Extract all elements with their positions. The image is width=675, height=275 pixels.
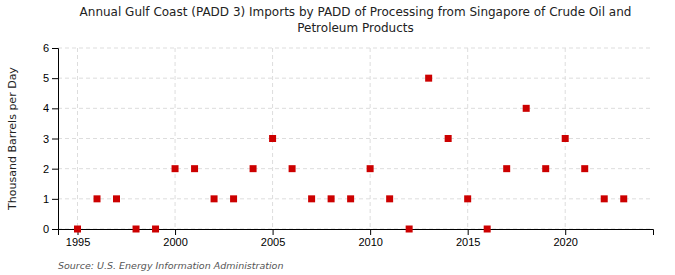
point — [445, 135, 452, 142]
x-axis-tick-label: 2005 — [261, 236, 285, 248]
x-axis: 1995 2000 2005 2010 2015 2020 — [59, 229, 654, 248]
x-axis-tick-mark — [370, 229, 371, 235]
grid-line-y — [58, 168, 653, 169]
y-axis-tick-mark — [52, 108, 58, 109]
y-axis-line — [52, 49, 59, 230]
grid — [58, 48, 653, 229]
point — [620, 195, 627, 202]
point — [211, 195, 218, 202]
x-axis-tick-label: 1995 — [66, 236, 90, 248]
grid-line-y — [58, 78, 653, 79]
y-axis-tick-mark — [52, 48, 58, 49]
point — [230, 195, 237, 202]
grid-line-x — [175, 48, 176, 229]
x-axis-tick-label: 2020 — [553, 236, 577, 248]
point — [113, 195, 120, 202]
x-axis-tick-mark — [175, 229, 176, 235]
grid-line-y — [58, 108, 653, 109]
point — [406, 226, 413, 233]
y-axis-tick: 0 — [43, 223, 58, 235]
point — [328, 195, 335, 202]
y-axis-tick-label: 1 — [43, 193, 49, 205]
y-axis: 0 1 2 3 4 5 6 — [43, 42, 59, 235]
y-axis-tick-label: 2 — [43, 163, 49, 175]
y-axis-tick-label: 6 — [43, 42, 49, 54]
title: Annual Gulf Coast (PADD 3) Imports by PA… — [80, 5, 632, 35]
y-axis-tick: 3 — [43, 133, 58, 145]
point — [542, 165, 549, 172]
point — [269, 135, 276, 142]
grid-line-x — [370, 48, 371, 229]
point — [250, 165, 257, 172]
x-axis-tick-mark — [468, 229, 469, 235]
x-axis-tick-mark — [565, 229, 566, 235]
grid-line-y — [58, 48, 653, 49]
point — [562, 135, 569, 142]
point — [503, 165, 510, 172]
grid-line-y — [58, 198, 653, 199]
y-axis-tick-label: 4 — [43, 102, 49, 114]
point — [425, 75, 432, 82]
y-axis-tick: 2 — [43, 163, 58, 175]
point — [191, 165, 198, 172]
chart: 1995 2000 2005 2010 2015 2020 0 1 2 3 4 5 6 Annual Gu… — [0, 0, 675, 275]
x-axis-tick: 2005 — [261, 229, 285, 248]
y-axis-tick: 4 — [43, 102, 58, 114]
y-axis-tick-label: 5 — [43, 72, 49, 84]
x-axis-tick-label: 2010 — [358, 236, 382, 248]
x-axis-line — [59, 230, 654, 236]
y-axis-tick: 6 — [43, 42, 58, 54]
x-axis-tick-label: 2000 — [163, 236, 187, 248]
point — [367, 165, 374, 172]
y-axis-tick-mark — [52, 229, 58, 230]
x-axis-tick-label: 2015 — [456, 236, 480, 248]
plot-area: 1995 2000 2005 2010 2015 2020 0 1 2 3 4 5 6 — [43, 42, 654, 248]
point — [484, 226, 491, 233]
point — [347, 195, 354, 202]
y-axis-tick-mark — [52, 78, 58, 79]
point — [133, 226, 140, 233]
point — [386, 195, 393, 202]
y-axis-tick: 1 — [43, 193, 58, 205]
point — [152, 226, 159, 233]
point — [74, 226, 81, 233]
point — [523, 105, 530, 112]
y-axis-tick-label: 0 — [43, 223, 49, 235]
y-axis-tick: 5 — [43, 72, 58, 84]
point — [581, 165, 588, 172]
point — [308, 195, 315, 202]
y-axis-tick-mark — [52, 169, 58, 170]
grid-line-x — [77, 48, 78, 229]
x-axis-tick: 2020 — [553, 229, 577, 248]
annotation: Source: U.S. Energy Information Administ… — [58, 260, 283, 271]
points — [74, 75, 627, 233]
point — [94, 195, 101, 202]
point — [172, 165, 179, 172]
y-axis-title: Thousand Barrels per Day — [6, 67, 19, 211]
x-axis-tick: 2015 — [456, 229, 480, 248]
point — [601, 195, 608, 202]
point — [289, 165, 296, 172]
point — [464, 195, 471, 202]
y-axis-tick-label: 3 — [43, 133, 49, 145]
x-axis-tick-mark — [273, 229, 274, 235]
x-axis-tick: 2000 — [163, 229, 187, 248]
x-axis-tick: 2010 — [358, 229, 382, 248]
y-axis-tick-mark — [52, 199, 58, 200]
y-axis-tick-mark — [52, 139, 58, 140]
